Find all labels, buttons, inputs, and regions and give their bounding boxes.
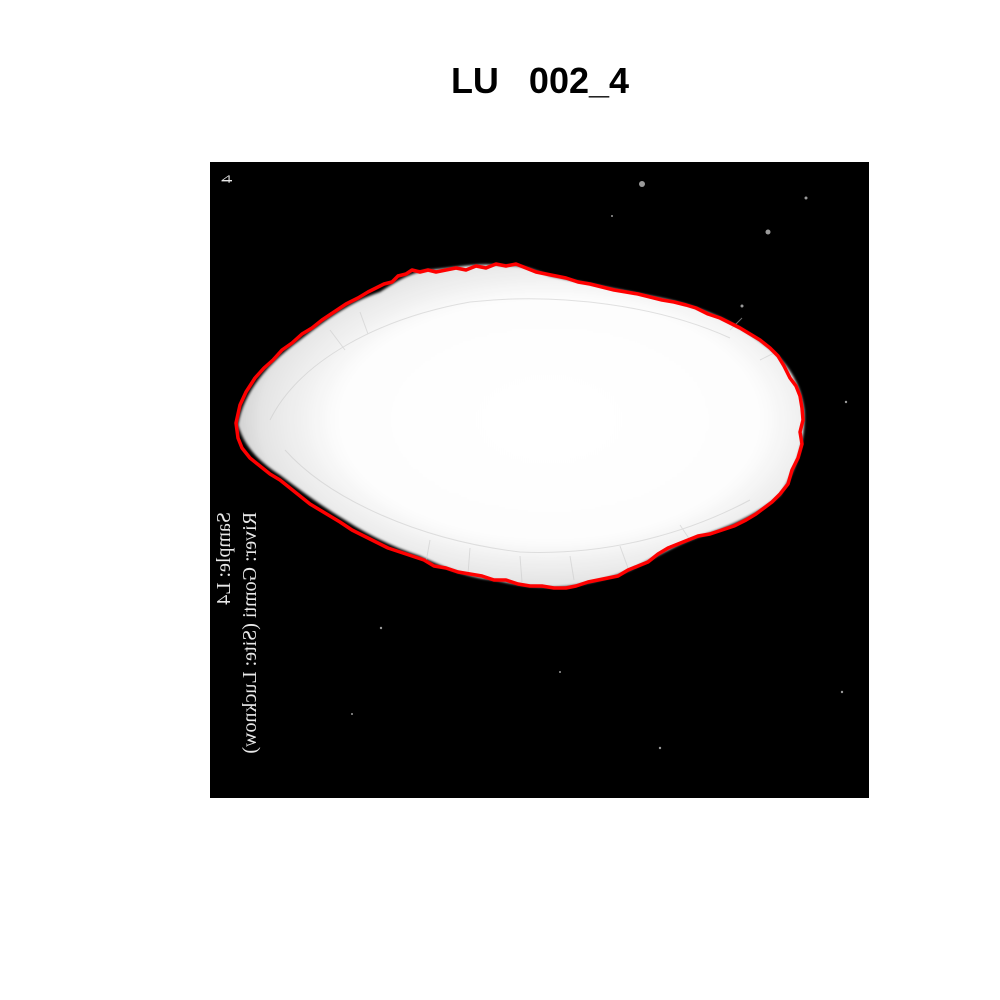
sample-label-group: Sample: L4 [213,512,235,605]
specimen-scale [238,264,805,588]
figure-title: LU 002_4 [450,60,630,101]
specimen-outline [234,262,805,590]
background-specks [351,181,848,750]
river-label-group: River: Gomti (Site: Lucknow) [239,512,261,754]
sample-label: Sample: L4 [213,512,235,605]
corner-mark: 4 [219,175,236,183]
river-label: River: Gomti (Site: Lucknow) [239,512,261,754]
